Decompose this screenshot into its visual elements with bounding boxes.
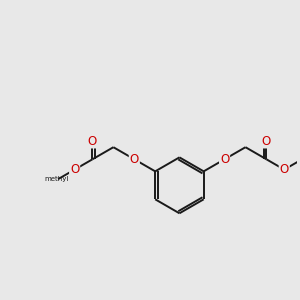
Text: O: O (220, 153, 229, 166)
Text: methyl: methyl (44, 176, 69, 182)
Text: O: O (88, 134, 97, 148)
Text: O: O (70, 163, 79, 176)
Text: O: O (280, 163, 289, 176)
Text: O: O (262, 134, 271, 148)
Text: O: O (130, 153, 139, 166)
